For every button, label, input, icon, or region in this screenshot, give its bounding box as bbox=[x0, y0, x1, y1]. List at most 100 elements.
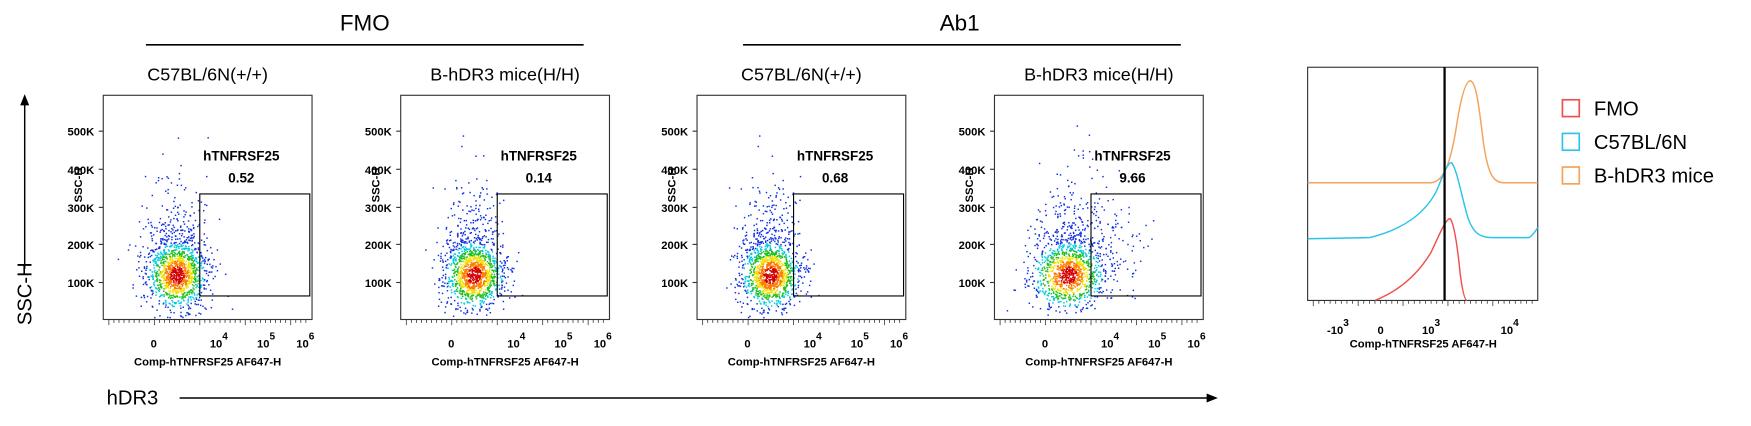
dot bbox=[777, 299, 780, 302]
dot bbox=[174, 265, 177, 268]
plot-frame bbox=[993, 94, 1204, 321]
dot bbox=[168, 229, 170, 232]
dot bbox=[787, 292, 790, 295]
dot bbox=[762, 295, 765, 297]
dot bbox=[476, 219, 479, 221]
dot bbox=[482, 250, 484, 253]
dot bbox=[477, 254, 480, 256]
dot bbox=[145, 281, 147, 283]
dot bbox=[454, 265, 457, 268]
dot bbox=[767, 252, 770, 255]
dot bbox=[191, 262, 194, 264]
dot bbox=[753, 205, 756, 207]
dot bbox=[195, 258, 198, 260]
dot bbox=[173, 278, 175, 280]
dot bbox=[174, 257, 176, 260]
dot bbox=[179, 278, 182, 281]
dot bbox=[492, 271, 495, 273]
dot bbox=[461, 235, 464, 237]
dot bbox=[136, 269, 138, 271]
dot bbox=[473, 236, 476, 239]
dot bbox=[458, 258, 460, 261]
dot bbox=[460, 301, 463, 304]
dot bbox=[179, 285, 181, 288]
dot bbox=[760, 264, 762, 267]
dot bbox=[778, 267, 781, 270]
dot bbox=[769, 249, 771, 252]
dot bbox=[161, 177, 163, 180]
dot bbox=[191, 276, 194, 279]
dot bbox=[190, 281, 192, 283]
dot bbox=[762, 298, 764, 300]
dot bbox=[783, 279, 786, 281]
dot bbox=[164, 225, 167, 228]
dot bbox=[785, 286, 788, 288]
dot bbox=[780, 274, 782, 277]
dot bbox=[777, 239, 779, 242]
dot bbox=[166, 283, 168, 285]
dot bbox=[212, 265, 214, 267]
dot bbox=[485, 256, 487, 259]
dot bbox=[177, 258, 180, 260]
dot bbox=[775, 243, 778, 245]
dot bbox=[784, 287, 787, 290]
dot bbox=[788, 241, 790, 244]
dot bbox=[753, 272, 756, 275]
dot bbox=[483, 294, 485, 296]
dot bbox=[756, 267, 758, 270]
dot bbox=[479, 192, 482, 194]
dot bbox=[759, 284, 762, 286]
dot bbox=[183, 275, 185, 277]
dot bbox=[160, 224, 163, 226]
dot bbox=[171, 278, 174, 280]
dot bbox=[783, 288, 785, 291]
dot bbox=[182, 306, 185, 308]
dot bbox=[482, 271, 484, 274]
dot bbox=[728, 187, 731, 189]
dot bbox=[756, 269, 759, 272]
dot bbox=[183, 223, 186, 225]
dot bbox=[167, 297, 170, 299]
dot bbox=[498, 233, 500, 235]
dot bbox=[794, 267, 796, 269]
dot bbox=[744, 224, 747, 227]
dot bbox=[167, 238, 170, 240]
dot bbox=[195, 191, 198, 194]
dot bbox=[185, 285, 187, 287]
dot bbox=[1052, 257, 1054, 259]
dot bbox=[474, 240, 476, 242]
dot bbox=[174, 287, 176, 290]
dot bbox=[167, 177, 170, 180]
dot bbox=[180, 276, 182, 279]
dot bbox=[182, 263, 185, 265]
dot bbox=[1084, 294, 1086, 297]
dot bbox=[183, 252, 186, 255]
dot bbox=[484, 255, 486, 258]
dot bbox=[190, 234, 193, 237]
dot bbox=[776, 192, 778, 194]
dot bbox=[452, 203, 455, 206]
dot bbox=[196, 269, 198, 271]
dot bbox=[797, 284, 800, 287]
dot bbox=[196, 267, 198, 269]
dot bbox=[146, 295, 149, 298]
dot bbox=[469, 296, 472, 298]
dot bbox=[1082, 251, 1084, 253]
dot bbox=[803, 276, 806, 278]
dot bbox=[453, 272, 455, 275]
dot bbox=[775, 260, 777, 262]
dot bbox=[478, 265, 481, 267]
dot bbox=[500, 294, 502, 297]
dot bbox=[458, 283, 461, 285]
dot bbox=[783, 286, 785, 289]
dot bbox=[484, 269, 487, 272]
dot bbox=[780, 257, 782, 260]
dot bbox=[775, 310, 778, 312]
dot bbox=[1097, 275, 1100, 278]
dot bbox=[758, 267, 761, 269]
dot bbox=[461, 239, 463, 241]
dot bbox=[469, 297, 471, 300]
dot bbox=[763, 316, 765, 319]
dot bbox=[475, 289, 477, 292]
dot bbox=[194, 247, 196, 250]
